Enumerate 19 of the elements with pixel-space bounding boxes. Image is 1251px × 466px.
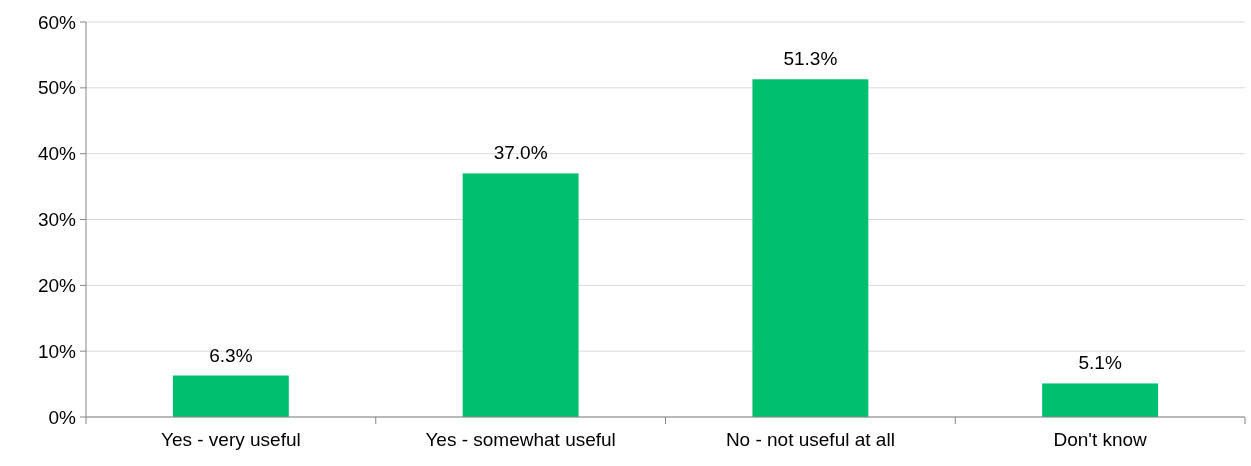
bar — [462, 173, 579, 417]
bar — [752, 79, 869, 417]
bar — [172, 375, 289, 417]
y-tick-label: 30% — [37, 209, 77, 231]
x-tick-label: No - not useful at all — [725, 429, 895, 450]
data-label: 5.1% — [1078, 352, 1122, 374]
y-tick-label: 60% — [37, 11, 77, 33]
x-tick-label: Yes - somewhat useful — [425, 429, 616, 450]
x-tick-label: Don't know — [1053, 429, 1148, 450]
data-label: 6.3% — [209, 344, 253, 366]
y-tick-label: 10% — [37, 340, 77, 362]
x-tick-label: Yes - very useful — [160, 429, 301, 450]
y-tick-label: 20% — [37, 274, 77, 296]
bar — [1042, 383, 1159, 417]
data-label: 37.0% — [493, 142, 548, 164]
data-label: 51.3% — [783, 48, 838, 70]
y-tick-label: 40% — [37, 143, 77, 165]
y-tick-label: 50% — [37, 77, 77, 99]
y-tick-label: 0% — [48, 406, 77, 428]
